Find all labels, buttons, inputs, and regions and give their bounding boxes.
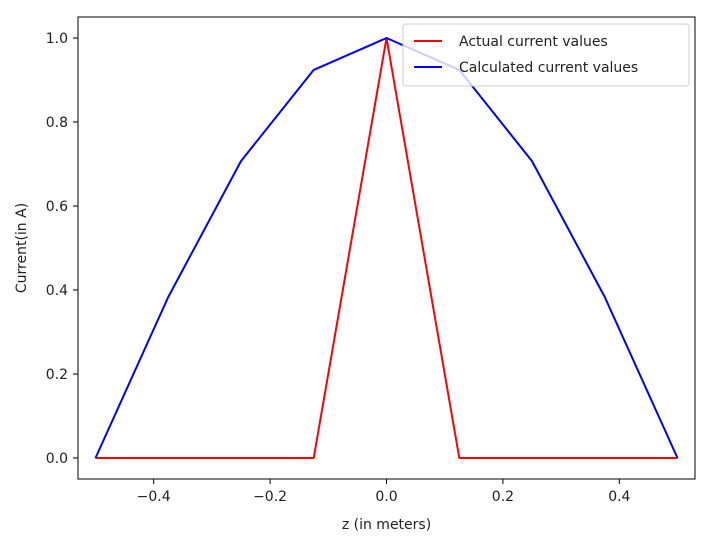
y-tick-label: 0.8 bbox=[46, 115, 68, 131]
x-tick-label: 0.0 bbox=[375, 489, 397, 505]
y-axis-ticks: 0.0 0.2 0.4 0.6 0.8 1.0 bbox=[46, 31, 78, 467]
x-tick-label: 0.4 bbox=[608, 489, 630, 505]
plot-area bbox=[78, 17, 695, 479]
y-tick-label: 0.6 bbox=[46, 199, 68, 215]
y-tick-label: 1.0 bbox=[46, 31, 68, 47]
x-axis-ticks: −0.4 −0.2 0.0 0.2 0.4 bbox=[137, 479, 631, 505]
y-axis-label: Current(in A) bbox=[14, 203, 30, 293]
legend-box bbox=[402, 23, 690, 87]
series-line-calculated bbox=[94, 37, 679, 459]
x-axis-label: z (in meters) bbox=[342, 517, 431, 533]
legend: Actual current values Calculated current… bbox=[402, 23, 690, 87]
series-layer bbox=[94, 37, 679, 459]
x-tick-label: −0.2 bbox=[253, 489, 287, 505]
plot-frame bbox=[77, 16, 696, 480]
legend-label-actual: Actual current values bbox=[459, 34, 608, 50]
y-tick-label: 0.4 bbox=[46, 283, 68, 299]
x-tick-label: −0.4 bbox=[137, 489, 171, 505]
y-tick-label: 0.2 bbox=[46, 367, 68, 383]
y-tick-label: 0.0 bbox=[46, 451, 68, 467]
legend-label-calculated: Calculated current values bbox=[459, 60, 638, 76]
x-tick-label: 0.2 bbox=[492, 489, 514, 505]
